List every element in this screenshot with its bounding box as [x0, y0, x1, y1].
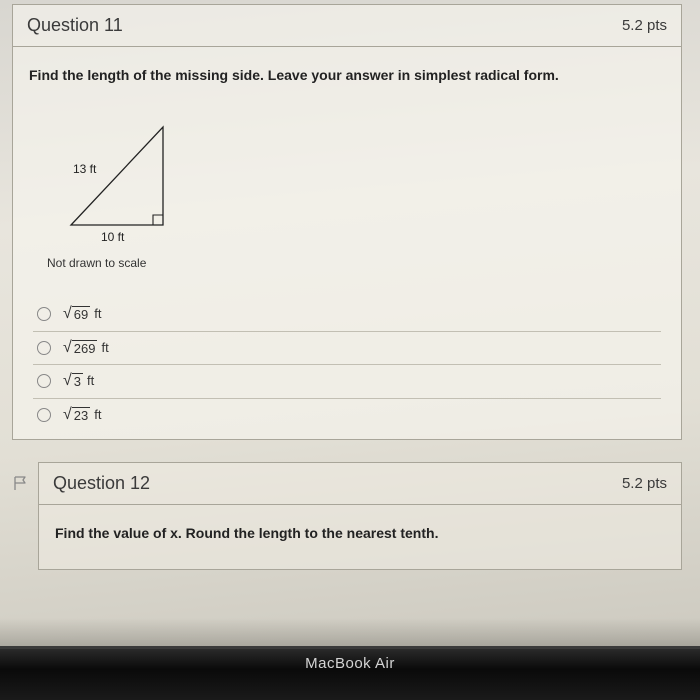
- triangle-diagram: 13 ft 10 ft: [43, 115, 665, 250]
- option-label: √23 ft: [63, 407, 101, 424]
- question-points: 5.2 pts: [622, 17, 667, 34]
- question-body: Find the value of x. Round the length to…: [39, 505, 681, 569]
- device-label: MacBook Air: [305, 655, 395, 672]
- flag-icon[interactable]: [12, 474, 30, 492]
- radio-button[interactable]: [37, 341, 51, 355]
- radio-button[interactable]: [37, 408, 51, 422]
- question-header: Question 11 5.2 pts: [13, 5, 681, 47]
- not-drawn-to-scale: Not drawn to scale: [47, 256, 665, 270]
- question-12-box: Question 12 5.2 pts Find the value of x.…: [38, 462, 682, 570]
- question-prompt: Find the value of x. Round the length to…: [55, 525, 665, 541]
- option-row[interactable]: √269 ft: [33, 332, 661, 366]
- option-label: √69 ft: [63, 306, 101, 323]
- option-label: √269 ft: [63, 340, 109, 357]
- option-row[interactable]: √69 ft: [33, 298, 661, 332]
- screen-edge-shadow: [0, 618, 700, 646]
- question-body: Find the length of the missing side. Lea…: [13, 47, 681, 439]
- radio-button[interactable]: [37, 374, 51, 388]
- question-11-box: Question 11 5.2 pts Find the length of t…: [12, 4, 682, 440]
- question-points: 5.2 pts: [622, 475, 667, 492]
- question-prompt: Find the length of the missing side. Lea…: [29, 67, 665, 83]
- question-title: Question 11: [27, 15, 123, 36]
- base-label: 10 ft: [101, 230, 125, 244]
- answer-options: √69 ft √269 ft √3 ft: [29, 298, 665, 431]
- hypotenuse-label: 13 ft: [73, 162, 97, 176]
- option-label: √3 ft: [63, 373, 94, 390]
- option-row[interactable]: √23 ft: [33, 399, 661, 432]
- radio-button[interactable]: [37, 307, 51, 321]
- option-row[interactable]: √3 ft: [33, 365, 661, 399]
- laptop-bezel: MacBook Air: [0, 646, 700, 700]
- question-title: Question 12: [53, 473, 150, 494]
- question-header: Question 12 5.2 pts: [39, 463, 681, 505]
